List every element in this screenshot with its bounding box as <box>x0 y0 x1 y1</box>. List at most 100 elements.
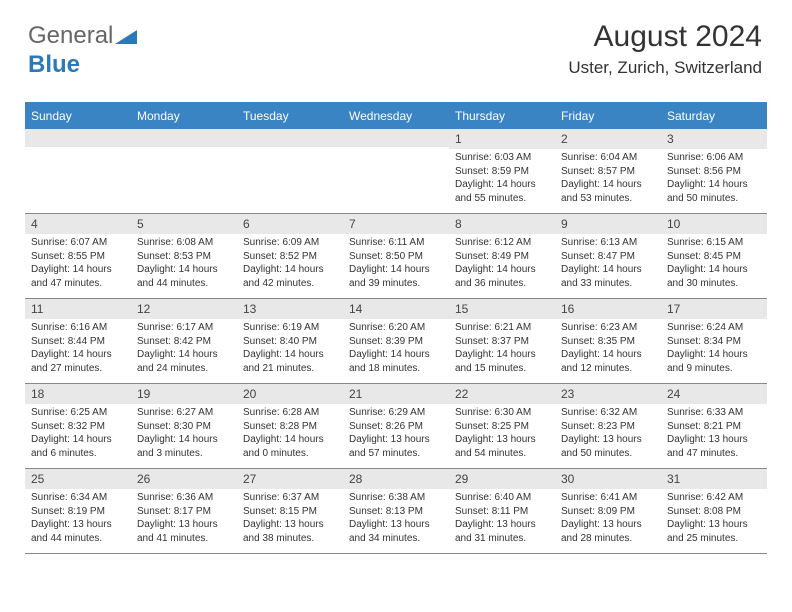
daylight-text: Daylight: 14 hours and 44 minutes. <box>137 263 231 290</box>
day-number: 17 <box>661 299 767 319</box>
day-cell: 10Sunrise: 6:15 AMSunset: 8:45 PMDayligh… <box>661 214 767 298</box>
daylight-text: Daylight: 14 hours and 3 minutes. <box>137 433 231 460</box>
week-row: 18Sunrise: 6:25 AMSunset: 8:32 PMDayligh… <box>25 384 767 469</box>
day-cell: 18Sunrise: 6:25 AMSunset: 8:32 PMDayligh… <box>25 384 131 468</box>
sunset-text: Sunset: 8:45 PM <box>667 250 761 264</box>
day-cell: 8Sunrise: 6:12 AMSunset: 8:49 PMDaylight… <box>449 214 555 298</box>
sunset-text: Sunset: 8:13 PM <box>349 505 443 519</box>
sunrise-text: Sunrise: 6:27 AM <box>137 406 231 420</box>
sunset-text: Sunset: 8:55 PM <box>31 250 125 264</box>
day-number: 14 <box>343 299 449 319</box>
sunset-text: Sunset: 8:37 PM <box>455 335 549 349</box>
day-cell: 3Sunrise: 6:06 AMSunset: 8:56 PMDaylight… <box>661 129 767 213</box>
day-content: Sunrise: 6:17 AMSunset: 8:42 PMDaylight:… <box>131 321 237 379</box>
day-cell <box>131 129 237 213</box>
sunset-text: Sunset: 8:08 PM <box>667 505 761 519</box>
sunrise-text: Sunrise: 6:12 AM <box>455 236 549 250</box>
day-number: 11 <box>25 299 131 319</box>
sunrise-text: Sunrise: 6:23 AM <box>561 321 655 335</box>
day-content: Sunrise: 6:11 AMSunset: 8:50 PMDaylight:… <box>343 236 449 294</box>
day-number <box>131 129 237 147</box>
logo-triangle-icon <box>115 23 137 51</box>
day-header: Sunday <box>25 104 131 129</box>
day-number <box>237 129 343 147</box>
day-cell: 4Sunrise: 6:07 AMSunset: 8:55 PMDaylight… <box>25 214 131 298</box>
daylight-text: Daylight: 14 hours and 18 minutes. <box>349 348 443 375</box>
calendar: SundayMondayTuesdayWednesdayThursdayFrid… <box>25 102 767 554</box>
day-cell: 15Sunrise: 6:21 AMSunset: 8:37 PMDayligh… <box>449 299 555 383</box>
day-cell: 14Sunrise: 6:20 AMSunset: 8:39 PMDayligh… <box>343 299 449 383</box>
day-number: 23 <box>555 384 661 404</box>
day-number: 9 <box>555 214 661 234</box>
day-content: Sunrise: 6:36 AMSunset: 8:17 PMDaylight:… <box>131 491 237 549</box>
sunset-text: Sunset: 8:15 PM <box>243 505 337 519</box>
daylight-text: Daylight: 13 hours and 44 minutes. <box>31 518 125 545</box>
sunrise-text: Sunrise: 6:15 AM <box>667 236 761 250</box>
daylight-text: Daylight: 14 hours and 50 minutes. <box>667 178 761 205</box>
day-number: 10 <box>661 214 767 234</box>
day-number: 20 <box>237 384 343 404</box>
day-number: 31 <box>661 469 767 489</box>
daylight-text: Daylight: 13 hours and 38 minutes. <box>243 518 337 545</box>
day-cell: 26Sunrise: 6:36 AMSunset: 8:17 PMDayligh… <box>131 469 237 553</box>
sunset-text: Sunset: 8:26 PM <box>349 420 443 434</box>
sunrise-text: Sunrise: 6:06 AM <box>667 151 761 165</box>
sunrise-text: Sunrise: 6:04 AM <box>561 151 655 165</box>
day-number: 13 <box>237 299 343 319</box>
day-number: 30 <box>555 469 661 489</box>
day-number <box>343 129 449 147</box>
day-header: Saturday <box>661 104 767 129</box>
sunrise-text: Sunrise: 6:40 AM <box>455 491 549 505</box>
day-header: Thursday <box>449 104 555 129</box>
daylight-text: Daylight: 14 hours and 42 minutes. <box>243 263 337 290</box>
sunrise-text: Sunrise: 6:32 AM <box>561 406 655 420</box>
sunrise-text: Sunrise: 6:38 AM <box>349 491 443 505</box>
day-number: 12 <box>131 299 237 319</box>
sunset-text: Sunset: 8:39 PM <box>349 335 443 349</box>
day-cell: 6Sunrise: 6:09 AMSunset: 8:52 PMDaylight… <box>237 214 343 298</box>
day-content: Sunrise: 6:08 AMSunset: 8:53 PMDaylight:… <box>131 236 237 294</box>
day-cell: 7Sunrise: 6:11 AMSunset: 8:50 PMDaylight… <box>343 214 449 298</box>
day-content: Sunrise: 6:38 AMSunset: 8:13 PMDaylight:… <box>343 491 449 549</box>
logo-part1: General <box>28 22 113 49</box>
sunrise-text: Sunrise: 6:11 AM <box>349 236 443 250</box>
sunset-text: Sunset: 8:47 PM <box>561 250 655 264</box>
month-title: August 2024 <box>568 20 762 54</box>
daylight-text: Daylight: 13 hours and 34 minutes. <box>349 518 443 545</box>
day-cell: 1Sunrise: 6:03 AMSunset: 8:59 PMDaylight… <box>449 129 555 213</box>
sunrise-text: Sunrise: 6:09 AM <box>243 236 337 250</box>
week-row: 4Sunrise: 6:07 AMSunset: 8:55 PMDaylight… <box>25 214 767 299</box>
daylight-text: Daylight: 13 hours and 50 minutes. <box>561 433 655 460</box>
sunset-text: Sunset: 8:34 PM <box>667 335 761 349</box>
sunset-text: Sunset: 8:17 PM <box>137 505 231 519</box>
day-number: 6 <box>237 214 343 234</box>
daylight-text: Daylight: 14 hours and 27 minutes. <box>31 348 125 375</box>
daylight-text: Daylight: 14 hours and 21 minutes. <box>243 348 337 375</box>
day-content: Sunrise: 6:19 AMSunset: 8:40 PMDaylight:… <box>237 321 343 379</box>
day-content: Sunrise: 6:03 AMSunset: 8:59 PMDaylight:… <box>449 151 555 209</box>
day-content: Sunrise: 6:04 AMSunset: 8:57 PMDaylight:… <box>555 151 661 209</box>
sunset-text: Sunset: 8:21 PM <box>667 420 761 434</box>
week-row: 25Sunrise: 6:34 AMSunset: 8:19 PMDayligh… <box>25 469 767 554</box>
logo: General Blue <box>28 22 137 79</box>
day-cell: 23Sunrise: 6:32 AMSunset: 8:23 PMDayligh… <box>555 384 661 468</box>
day-content: Sunrise: 6:06 AMSunset: 8:56 PMDaylight:… <box>661 151 767 209</box>
day-content: Sunrise: 6:27 AMSunset: 8:30 PMDaylight:… <box>131 406 237 464</box>
sunset-text: Sunset: 8:11 PM <box>455 505 549 519</box>
day-number: 1 <box>449 129 555 149</box>
daylight-text: Daylight: 14 hours and 53 minutes. <box>561 178 655 205</box>
sunrise-text: Sunrise: 6:17 AM <box>137 321 231 335</box>
sunrise-text: Sunrise: 6:25 AM <box>31 406 125 420</box>
location: Uster, Zurich, Switzerland <box>568 58 762 78</box>
day-number: 25 <box>25 469 131 489</box>
day-cell: 21Sunrise: 6:29 AMSunset: 8:26 PMDayligh… <box>343 384 449 468</box>
sunrise-text: Sunrise: 6:34 AM <box>31 491 125 505</box>
day-cell: 11Sunrise: 6:16 AMSunset: 8:44 PMDayligh… <box>25 299 131 383</box>
day-content: Sunrise: 6:12 AMSunset: 8:49 PMDaylight:… <box>449 236 555 294</box>
day-content: Sunrise: 6:09 AMSunset: 8:52 PMDaylight:… <box>237 236 343 294</box>
day-cell: 17Sunrise: 6:24 AMSunset: 8:34 PMDayligh… <box>661 299 767 383</box>
day-cell: 28Sunrise: 6:38 AMSunset: 8:13 PMDayligh… <box>343 469 449 553</box>
day-number: 29 <box>449 469 555 489</box>
day-cell: 30Sunrise: 6:41 AMSunset: 8:09 PMDayligh… <box>555 469 661 553</box>
sunrise-text: Sunrise: 6:16 AM <box>31 321 125 335</box>
